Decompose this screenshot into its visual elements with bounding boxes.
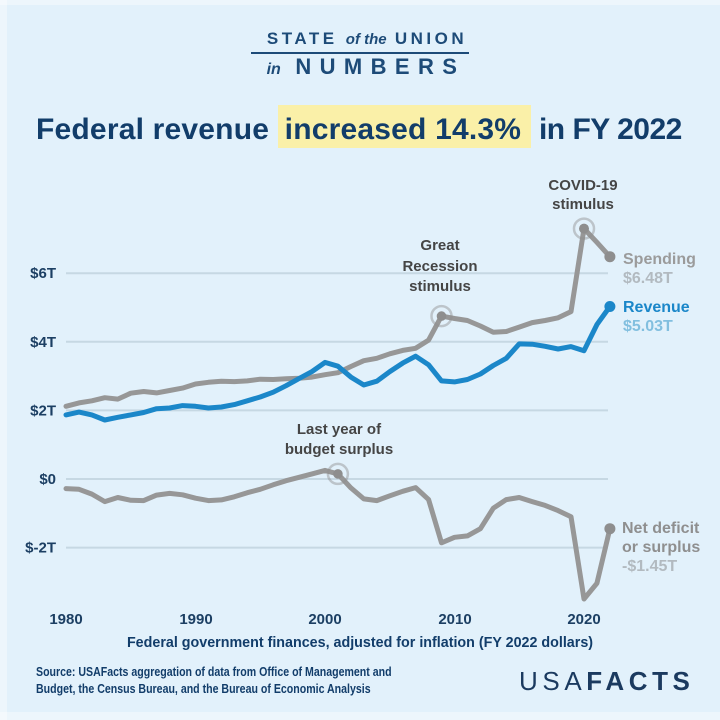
- svg-text:2000: 2000: [308, 611, 341, 628]
- svg-text:$6.48T: $6.48T: [623, 270, 673, 287]
- svg-text:$0: $0: [39, 471, 56, 488]
- svg-text:-$1.45T: -$1.45T: [622, 558, 677, 575]
- svg-text:Recession: Recession: [402, 258, 477, 275]
- svg-text:COVID-19: COVID-19: [548, 177, 617, 194]
- svg-text:2010: 2010: [438, 611, 471, 628]
- svg-text:2020: 2020: [567, 611, 600, 628]
- svg-text:1990: 1990: [179, 611, 212, 628]
- svg-text:1980: 1980: [49, 611, 82, 628]
- svg-text:$5.03T: $5.03T: [623, 318, 673, 335]
- svg-text:stimulus: stimulus: [552, 196, 614, 213]
- svg-text:budget surplus: budget surplus: [285, 441, 393, 458]
- svg-text:Great: Great: [420, 237, 459, 254]
- svg-text:$2T: $2T: [30, 402, 56, 419]
- svg-text:$4T: $4T: [30, 334, 56, 351]
- svg-text:stimulus: stimulus: [409, 278, 471, 295]
- svg-text:Spending: Spending: [623, 251, 696, 268]
- svg-text:$6T: $6T: [30, 265, 56, 282]
- svg-text:Net deficit: Net deficit: [622, 520, 700, 537]
- svg-text:$-2T: $-2T: [25, 540, 56, 557]
- svg-text:or surplus: or surplus: [622, 539, 700, 556]
- svg-text:Revenue: Revenue: [623, 299, 690, 316]
- svg-text:Last year of: Last year of: [297, 421, 382, 438]
